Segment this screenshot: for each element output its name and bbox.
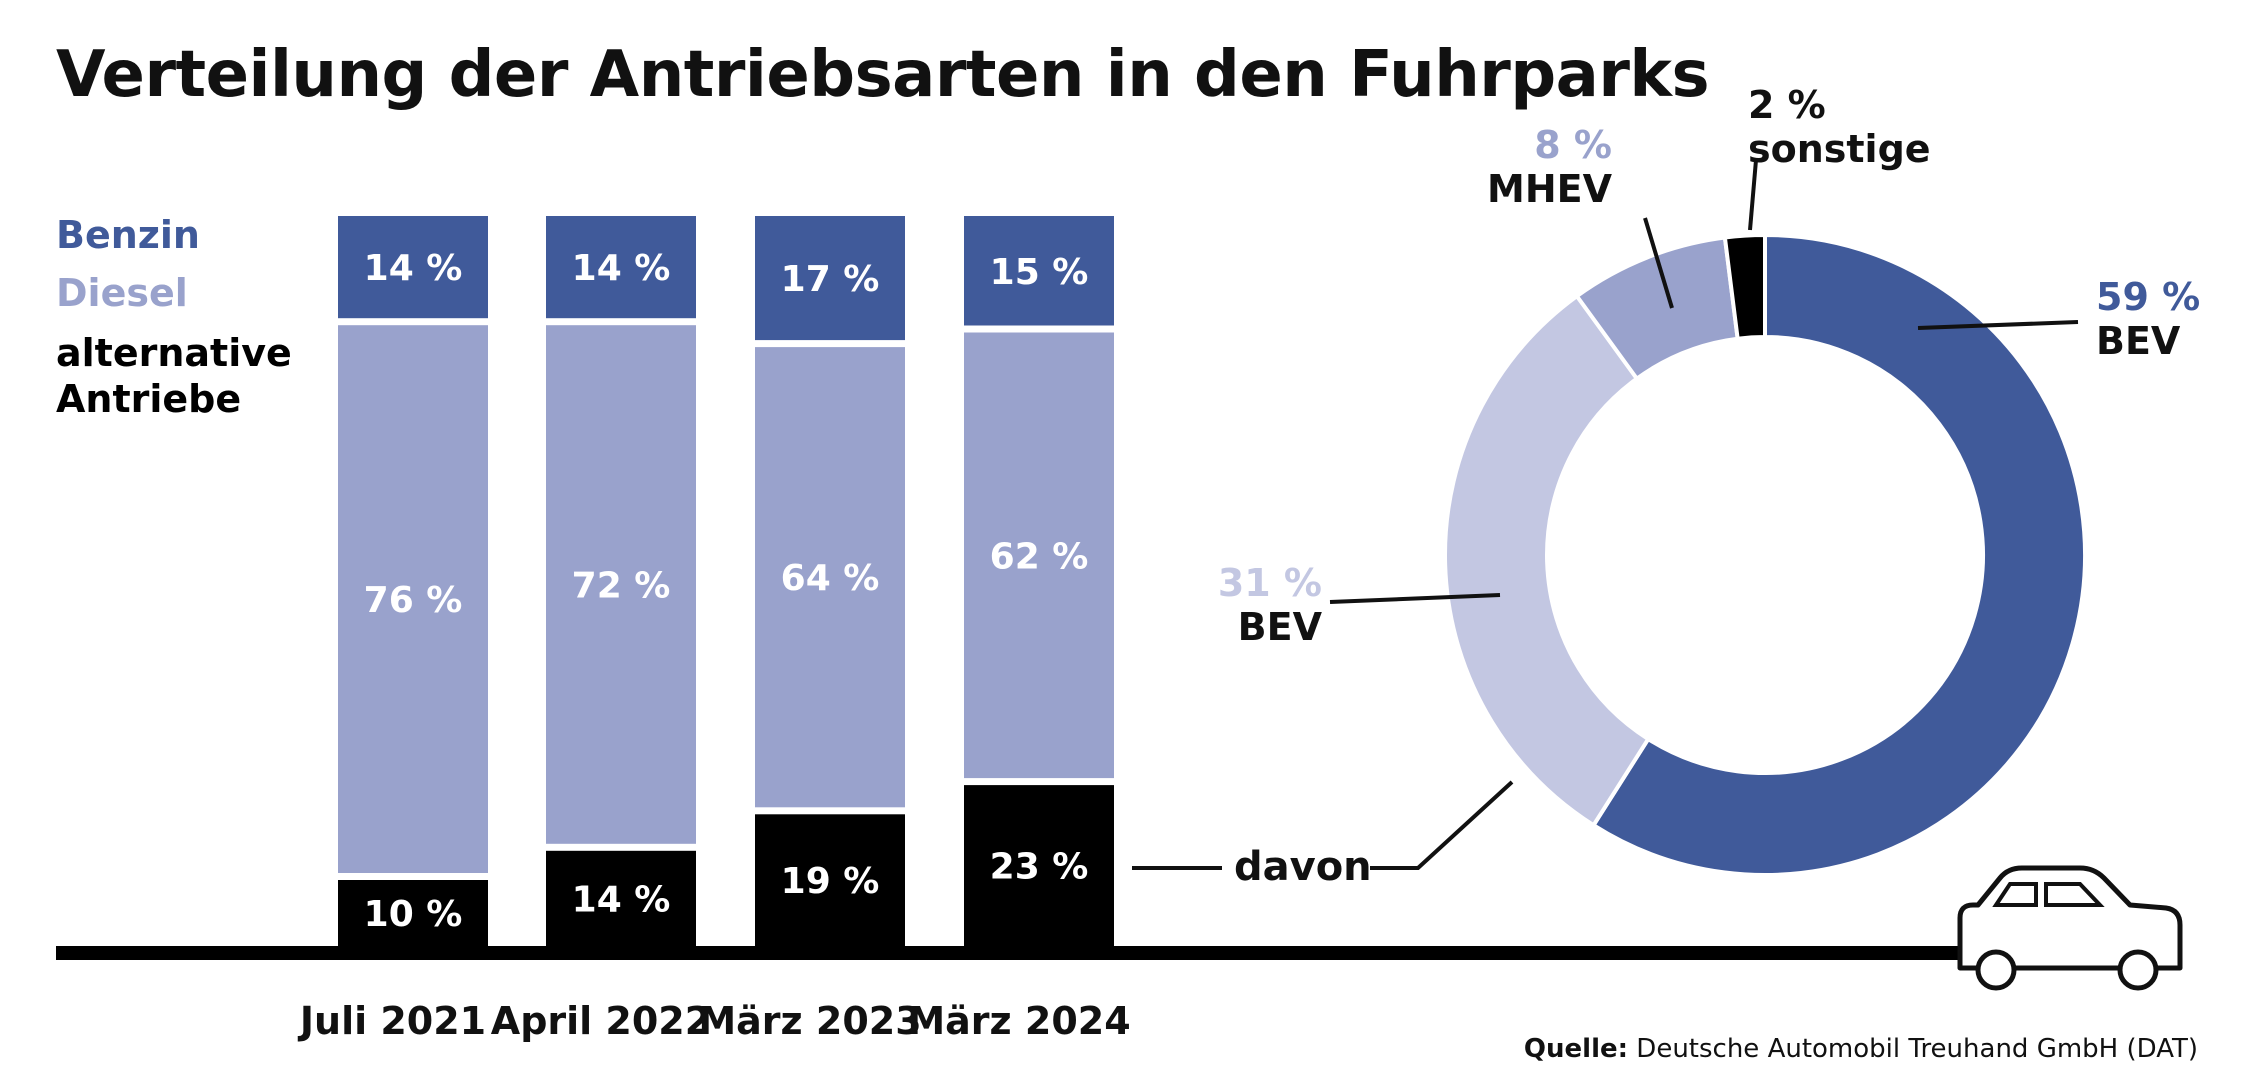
slice-leader-line [1643, 217, 1674, 309]
bar-value-label: 23 % [990, 847, 1089, 888]
car-body [1957, 865, 2183, 971]
x-tick-label: April 2022 [491, 999, 711, 1043]
bar-segment [755, 216, 905, 341]
x-tick-label: März 2024 [907, 999, 1130, 1043]
slice-leader-line [1748, 159, 1758, 231]
donut-slice [1722, 232, 1767, 341]
source-note: Quelle: Deutsche Automobil Treuhand GmbH… [1524, 1034, 2198, 1064]
bar-segment [755, 347, 905, 808]
source-label: Quelle: [1523, 1034, 1629, 1064]
x-tick-label: März 2023 [698, 999, 921, 1043]
bar-value-label: 15 % [990, 252, 1089, 293]
car-icon [1957, 865, 2183, 991]
slice-leader-line [1329, 593, 1501, 604]
x-tick-label: Juli 2021 [297, 999, 486, 1043]
slice-name-label: MHEV [1487, 167, 1613, 211]
legend-alternative-line1: alternative [56, 331, 292, 375]
bar-segment [546, 216, 696, 319]
bar-value-label: 14 % [572, 248, 671, 289]
bar-segment [964, 332, 1114, 779]
donut-slice [1590, 232, 2088, 877]
source-text: Deutsche Automobil Treuhand GmbH (DAT) [1636, 1034, 2198, 1064]
donut-slice [1443, 293, 1651, 828]
bar-value-label: 14 % [572, 879, 671, 920]
bar-segment [546, 325, 696, 844]
bar-value-label: 10 % [364, 894, 463, 935]
legend-diesel: Diesel [56, 271, 188, 315]
bar-value-label: 76 % [364, 580, 463, 621]
legend-benzin: Benzin [56, 213, 200, 257]
slice-name-label: BEV [2096, 319, 2181, 363]
car-window [1992, 882, 2038, 907]
bar-segment [338, 880, 488, 946]
slice-value-label: 59 % [2096, 275, 2200, 319]
bar-segment [964, 216, 1114, 326]
davon-label: davon [1234, 844, 1372, 890]
car-wheel [1975, 949, 2017, 991]
slice-name-label: sonstige [1748, 127, 1931, 171]
bar-value-label: 19 % [781, 861, 880, 902]
bar-segment [546, 850, 696, 946]
car-wheel [2117, 949, 2159, 991]
slice-value-label: 2 % [1748, 83, 1826, 127]
baseline [56, 946, 1976, 960]
legend-alternative-line2: Antriebe [56, 377, 242, 421]
bar-segment [755, 814, 905, 946]
bar-value-label: 62 % [990, 536, 1089, 577]
slice-leader-line [1917, 320, 2079, 330]
davon-connector-right [1370, 780, 1514, 870]
slice-name-label: BEV [1238, 605, 1323, 649]
bar-segment [338, 325, 488, 873]
bar-value-label: 17 % [781, 259, 880, 300]
bar-segment [964, 785, 1114, 946]
chart-title: Verteilung der Antriebsarten in den Fuhr… [56, 38, 1710, 112]
slice-value-label: 31 % [1218, 561, 1322, 605]
car-window [2044, 882, 2105, 907]
slice-value-label: 8 % [1534, 123, 1612, 167]
stacked-bar-chart: 10 % 76 % 14 % Juli 2021 14 % 72 % 14 % April 2… [56, 216, 1976, 1043]
bar-value-label: 72 % [572, 566, 671, 607]
bar-segment [338, 216, 488, 319]
bar-value-label: 64 % [781, 558, 880, 599]
bar-value-label: 14 % [364, 248, 463, 289]
